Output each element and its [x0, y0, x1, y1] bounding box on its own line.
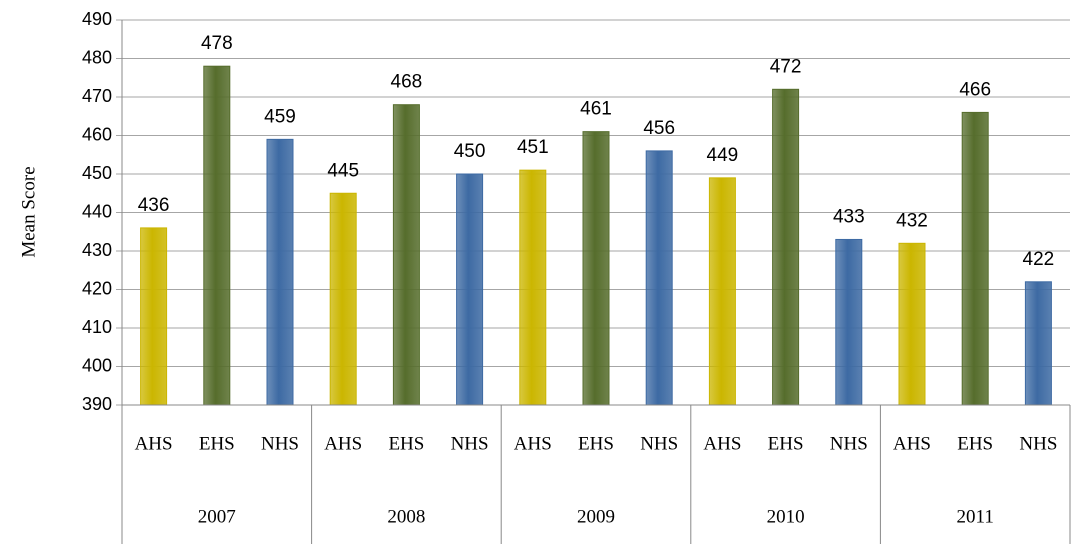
- bar: [961, 111, 989, 406]
- data-label: 436: [138, 195, 170, 216]
- bar: [898, 242, 926, 406]
- x-tick-label: NHS: [1019, 433, 1057, 454]
- bar: [835, 238, 863, 406]
- x-tick-label: EHS: [768, 433, 804, 454]
- x-tick-label: AHS: [514, 433, 552, 454]
- data-label: 459: [264, 106, 296, 127]
- x-tick-label: NHS: [640, 433, 678, 454]
- x-tick-label: EHS: [957, 433, 993, 454]
- x-group-label: 2010: [767, 506, 805, 527]
- y-tick-label: 460: [82, 124, 112, 144]
- bar: [708, 177, 736, 406]
- bar: [203, 65, 231, 406]
- x-tick-label: EHS: [199, 433, 235, 454]
- data-label: 451: [517, 137, 549, 158]
- x-tick-label: AHS: [324, 433, 362, 454]
- x-tick-label: NHS: [830, 433, 868, 454]
- data-label: 466: [959, 79, 991, 100]
- y-tick-label: 450: [82, 163, 112, 183]
- bar: [645, 150, 673, 406]
- bar: [772, 88, 800, 406]
- y-tick-label: 470: [82, 86, 112, 106]
- x-group-label: 2011: [957, 506, 994, 527]
- y-tick-label: 410: [82, 317, 112, 337]
- x-tick-label: AHS: [135, 433, 173, 454]
- bar: [140, 227, 168, 406]
- y-tick-label: 390: [82, 394, 112, 414]
- y-tick-label: 400: [82, 355, 112, 375]
- x-group-label: 2007: [198, 506, 236, 527]
- x-tick-label: NHS: [451, 433, 489, 454]
- bar: [582, 131, 610, 406]
- data-label: 433: [833, 206, 865, 227]
- y-axis-label: Mean Score: [18, 166, 39, 257]
- bar: [329, 192, 357, 406]
- y-tick-label: 440: [82, 201, 112, 221]
- y-tick-label: 420: [82, 278, 112, 298]
- data-label: 422: [1023, 249, 1055, 270]
- data-label: 450: [454, 141, 486, 162]
- x-group-label: 2009: [577, 506, 615, 527]
- data-label: 432: [896, 210, 928, 231]
- bar: [519, 169, 547, 406]
- x-group-label: 2008: [387, 506, 425, 527]
- data-label: 468: [391, 72, 423, 93]
- x-tick-label: EHS: [578, 433, 614, 454]
- x-tick-label: AHS: [703, 433, 741, 454]
- x-tick-label: EHS: [388, 433, 424, 454]
- bar: [266, 138, 294, 406]
- x-tick-label: AHS: [893, 433, 931, 454]
- data-label: 478: [201, 33, 233, 54]
- y-tick-label: 430: [82, 240, 112, 260]
- data-label: 445: [327, 160, 359, 181]
- bar: [392, 104, 420, 406]
- y-tick-label: 490: [82, 9, 112, 29]
- y-tick-label: 480: [82, 47, 112, 67]
- data-label: 472: [770, 56, 802, 77]
- bar: [1024, 281, 1052, 406]
- x-tick-label: NHS: [261, 433, 299, 454]
- bar: [456, 173, 484, 406]
- data-label: 456: [643, 118, 675, 139]
- data-label: 461: [580, 99, 612, 120]
- data-label: 449: [707, 145, 739, 166]
